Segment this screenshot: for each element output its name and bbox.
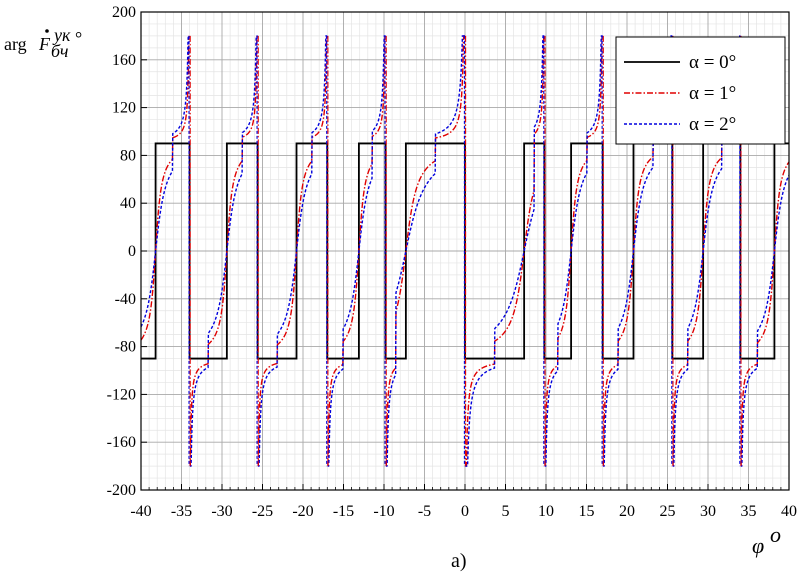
y-axis-label: arg F ук бч °: [4, 25, 82, 61]
y-tick-label: 80: [120, 147, 136, 164]
legend-label-alpha1: α = 1°: [689, 83, 736, 104]
x-tick-label: 35: [741, 503, 757, 520]
x-tick-labels: -40 -35 -30 -25 -20 -15 -10 -5 0 5 10 15 20 25 30 35 40: [130, 503, 797, 520]
y-axis-label-superscript: ук: [52, 25, 71, 45]
x-tick-label: 5: [502, 503, 510, 520]
x-axis-label: φ o: [752, 522, 781, 558]
x-tick-label: 40: [781, 503, 797, 520]
panel-label: а): [451, 550, 467, 572]
y-tick-label: 160: [112, 52, 136, 69]
series-line-alpha2: [141, 35, 789, 467]
x-tick-label: 30: [700, 503, 716, 520]
y-tick-label: -120: [107, 386, 136, 403]
legend-label-alpha2: α = 2°: [689, 114, 736, 135]
ticks-layer: [140, 11, 790, 491]
legend-label-alpha0: α = 0°: [689, 52, 736, 73]
series-line-alpha1: [141, 35, 789, 467]
y-tick-label: -40: [115, 291, 136, 308]
x-tick-label: -30: [211, 503, 232, 520]
y-tick-label: 120: [112, 100, 136, 117]
y-tick-label: -200: [107, 482, 136, 499]
y-axis-label-subscript: бч: [51, 41, 68, 61]
legend-box: [615, 36, 786, 145]
x-tick-label: -40: [130, 503, 151, 520]
x-axis-label-unit: o: [770, 522, 781, 547]
x-tick-label: 10: [538, 503, 554, 520]
x-tick-label: -5: [418, 503, 431, 520]
x-tick-label: 0: [461, 503, 469, 520]
x-tick-label: -10: [373, 503, 394, 520]
y-axis-label-dot: [45, 29, 49, 33]
x-tick-label: -15: [333, 503, 354, 520]
x-tick-label: 25: [660, 503, 676, 520]
y-tick-labels: -200 -160 -120 -80 -40 0 40 80 120 160 200: [107, 4, 136, 499]
y-axis-label-unit: °: [75, 28, 82, 48]
x-tick-label: -20: [292, 503, 313, 520]
y-tick-label: 40: [120, 195, 136, 212]
y-tick-label: -160: [107, 434, 136, 451]
y-axis-label-symbol: F: [38, 34, 51, 54]
x-tick-label: 20: [619, 503, 635, 520]
y-tick-label: 0: [128, 243, 136, 260]
x-tick-label: -35: [171, 503, 192, 520]
y-tick-label: 200: [112, 4, 136, 21]
y-axis-label-prefix: arg: [4, 34, 27, 54]
x-axis-label-symbol: φ: [752, 533, 764, 558]
x-tick-label: -25: [252, 503, 273, 520]
y-tick-label: -80: [115, 339, 136, 356]
x-tick-label: 15: [579, 503, 595, 520]
legend: α = 0° α = 1° α = 2°: [615, 36, 786, 145]
